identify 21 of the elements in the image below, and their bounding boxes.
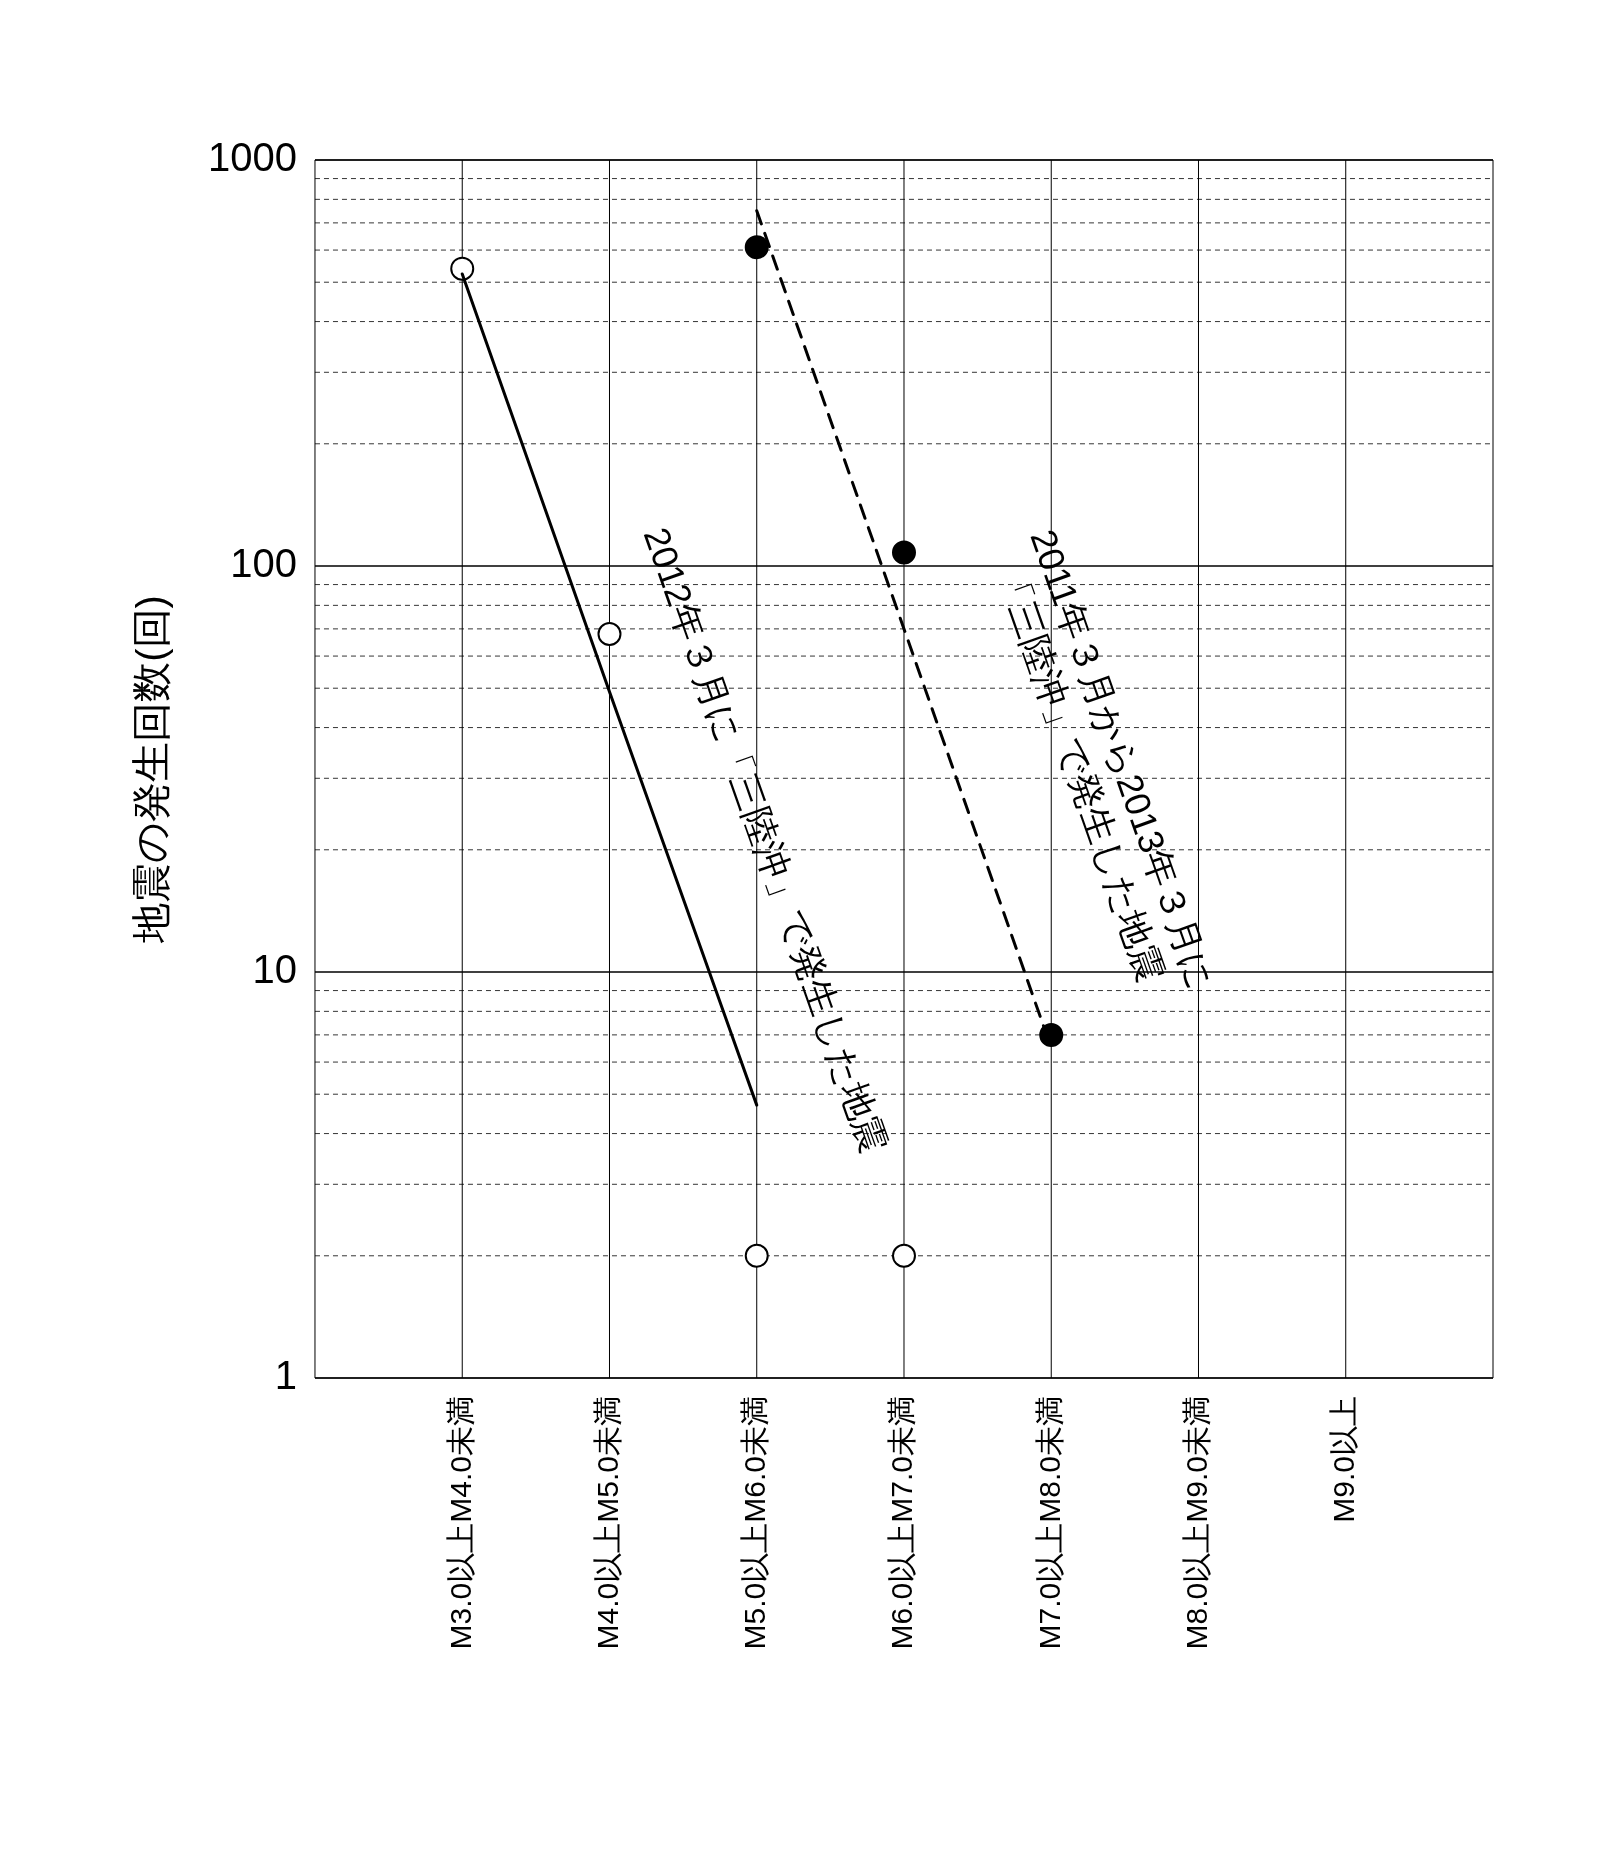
y-tick-label: 100	[230, 541, 297, 586]
x-tick-label: M8.0以上M9.0未満	[1179, 1396, 1213, 1650]
x-tick-label: M3.0以上M4.0未満	[443, 1396, 477, 1650]
point	[450, 256, 475, 281]
x-tick-label: M9.0以上	[1327, 1396, 1361, 1523]
point	[744, 1243, 769, 1268]
point	[891, 540, 916, 565]
annotation: 2012年３月に「三陸沖」で発生した地震	[635, 522, 895, 1159]
annotation: 2011年３月から2013年３月に 「三陸沖」で発生した地震	[989, 524, 1222, 995]
y-tick-label: 1000	[208, 135, 297, 180]
y-tick-label: 10	[252, 947, 297, 992]
point	[597, 622, 622, 646]
point	[891, 1243, 916, 1268]
point	[744, 235, 769, 260]
x-tick-label: M5.0以上M6.0未満	[738, 1396, 772, 1650]
x-tick-label: M6.0以上M7.0未満	[885, 1396, 919, 1650]
x-tick-label: M7.0以上M8.0未満	[1032, 1396, 1066, 1650]
y-tick-label: 1	[274, 1353, 297, 1398]
x-tick-label: M4.0以上M5.0未満	[590, 1396, 624, 1650]
point	[1039, 1022, 1064, 1047]
y-axis-title: 地震の発生回数(回)	[129, 595, 174, 944]
